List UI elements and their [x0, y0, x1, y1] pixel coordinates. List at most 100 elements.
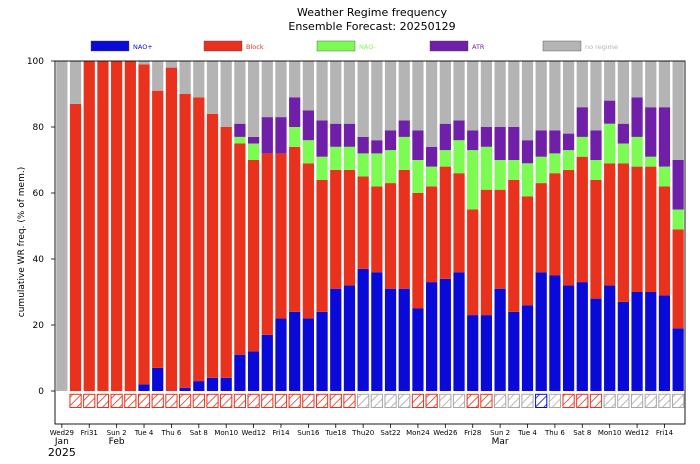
bar-nao-11: [206, 377, 219, 391]
bar-no-regime-37: [562, 61, 575, 134]
bar-nao-28: [439, 150, 451, 167]
x-tick-label-20: Tue18: [324, 429, 346, 437]
dominant-cell-25: [398, 393, 411, 408]
bar-nao-35: [535, 156, 547, 184]
bar-nao-19: [316, 156, 328, 180]
bar-no-regime-6: [138, 61, 150, 65]
y-tick-label-0: 0: [38, 387, 44, 397]
bar-nao-39: [590, 160, 602, 180]
dominant-cell-21: [343, 393, 356, 408]
dominant-cell-18: [302, 393, 315, 408]
dominant-cell-11: [206, 393, 219, 408]
dominant-cell-1: [69, 393, 82, 408]
bar-nao-38: [576, 282, 588, 391]
x-tick-label-8: Thu 6: [160, 429, 181, 437]
dominant-cell-19: [315, 393, 329, 408]
bar-no-regime-20: [330, 61, 342, 124]
bar-atr-26: [412, 130, 424, 160]
bar-nao-21: [343, 146, 356, 170]
bar-nao-25: [398, 136, 410, 170]
bar-no-regime-7: [152, 61, 164, 91]
bar-block-9: [179, 94, 191, 388]
bar-no-regime-40: [604, 61, 616, 101]
dominant-cell-35: [535, 393, 548, 408]
bar-nao-42: [631, 292, 643, 391]
bar-nao-16: [275, 318, 287, 391]
dominant-cell-3: [96, 393, 110, 408]
legend-label-atr: ATR: [472, 43, 485, 51]
x-tick-label-10: Sat 8: [190, 429, 208, 437]
bar-nao-23: [371, 272, 383, 391]
dominant-cell-33: [507, 393, 520, 408]
bar-no-regime-27: [426, 61, 438, 147]
bar-atr-21: [343, 123, 356, 147]
bar-block-37: [562, 169, 575, 286]
dominant-cell-2: [83, 393, 96, 408]
x-tick-label-44: Fri14: [656, 429, 674, 437]
bar-nao-29: [453, 140, 465, 174]
legend-swatch-nao: [316, 40, 356, 52]
bar-nao-22: [357, 268, 369, 391]
dominant-cell-32: [493, 393, 507, 408]
dominant-cell-14: [247, 393, 260, 408]
x-tick-label-38: Sat 8: [573, 429, 591, 437]
bar-block-2: [83, 61, 95, 391]
legend-swatch-block: [203, 40, 243, 52]
bar-nao-24: [384, 288, 397, 391]
bar-no-regime-43: [645, 61, 657, 108]
bar-atr-29: [453, 120, 465, 141]
dominant-cell-12: [220, 393, 233, 408]
bar-block-45: [672, 229, 684, 329]
bar-atr-39: [590, 130, 602, 160]
bar-block-12: [220, 127, 232, 378]
bar-block-40: [604, 163, 616, 286]
bar-no-regime-36: [549, 61, 561, 131]
bar-block-18: [302, 163, 314, 319]
bar-nao-13: [234, 354, 246, 391]
dominant-cell-38: [576, 393, 589, 408]
bar-atr-18: [302, 110, 314, 141]
bar-no-regime-17: [289, 61, 301, 98]
dominant-cell-7: [151, 393, 164, 408]
bar-block-35: [535, 183, 547, 273]
bar-block-10: [193, 97, 205, 382]
y-tick-label-20: 20: [33, 321, 45, 331]
bar-no-regime-16: [275, 61, 287, 118]
y-axis: 0 20 40 60 80 100: [27, 57, 55, 397]
legend-label-nao: NAO+: [133, 43, 153, 51]
bar-nao-7: [152, 367, 164, 391]
bar-block-43: [645, 166, 657, 292]
dominant-cell-9: [178, 393, 192, 408]
bar-nao-12: [220, 377, 232, 391]
bar-atr-13: [234, 123, 246, 137]
bar-no-regime-13: [234, 61, 246, 124]
dominant-cell-15: [261, 393, 274, 408]
bar-no-regime-23: [371, 61, 383, 141]
bar-no-regime-14: [247, 61, 260, 137]
y-tick-label-100: 100: [27, 57, 44, 67]
dominant-cell-31: [480, 393, 493, 408]
bar-no-regime-19: [316, 61, 328, 121]
bar-nao-33: [508, 311, 520, 391]
legend-swatch-atr: [429, 40, 469, 52]
y-tick-label-60: 60: [33, 189, 45, 199]
dominant-cell-5: [124, 393, 137, 408]
dominant-cell-10: [192, 393, 205, 408]
bar-nao-6: [138, 384, 150, 391]
bar-no-regime-42: [631, 61, 643, 98]
bar-nao-36: [549, 153, 561, 174]
dominant-cell-39: [589, 393, 603, 408]
x-tick-label-16: Fri14: [272, 429, 290, 437]
bar-nao-31: [480, 146, 493, 190]
dominant-cell-30: [466, 393, 479, 408]
x-year-label: 2025: [48, 446, 76, 459]
dominant-cell-40: [603, 393, 616, 408]
bar-no-regime-11: [206, 61, 219, 114]
bar-no-regime-10: [193, 61, 205, 98]
bar-no-regime-29: [453, 61, 465, 121]
bar-nao-21: [343, 285, 356, 391]
bar-atr-23: [371, 140, 383, 154]
bar-nao-34: [521, 305, 534, 391]
bar-no-regime-24: [384, 61, 397, 131]
bar-atr-45: [672, 160, 684, 210]
